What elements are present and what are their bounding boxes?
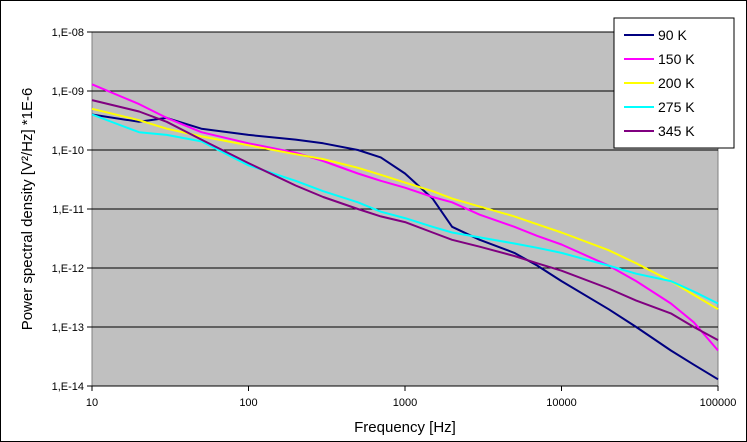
legend-label-2: 200 K: [658, 75, 695, 91]
x-tick-label-1: 100: [239, 397, 257, 409]
y-tick-label-6: 1,E-14: [52, 381, 84, 393]
x-axis-title: Frequency [Hz]: [354, 419, 456, 436]
y-axis-title: Power spectral density [V²/Hz] *1E-6: [19, 88, 36, 331]
series-line-150-k: [91, 83, 719, 352]
y-tick-label-3: 1,E-11: [52, 204, 84, 216]
series-line-345-k: [91, 99, 719, 341]
y-axis-ticks: 1,E-08 1,E-09 1,E-10 1,E-11 1,E-12 1,E-13 1,E-…: [52, 27, 92, 393]
series-line-275-k: [91, 113, 719, 305]
x-tick-label-4: 100000: [700, 397, 737, 409]
series-lines: [91, 83, 719, 381]
legend-label-4: 345 K: [658, 123, 695, 139]
x-axis-ticks: 10 100 1000 10000 100000: [86, 386, 736, 409]
series-line-90-k: [91, 113, 719, 381]
y-tick-label-4: 1,E-12: [52, 263, 84, 275]
series-line-200-k: [91, 107, 719, 311]
y-tick-label-0: 1,E-08: [52, 27, 84, 39]
y-tick-label-2: 1,E-10: [52, 145, 84, 157]
legend-label-3: 275 K: [658, 99, 695, 115]
y-tick-label-1: 1,E-09: [52, 86, 84, 98]
legend-label-0: 90 K: [658, 27, 687, 43]
x-tick-label-0: 10: [86, 397, 98, 409]
x-tick-label-3: 10000: [546, 397, 577, 409]
x-tick-label-2: 1000: [393, 397, 417, 409]
legend: 90 K 150 K 200 K 275 K 345 K: [613, 17, 735, 149]
y-tick-label-5: 1,E-13: [52, 322, 84, 334]
legend-label-1: 150 K: [658, 51, 695, 67]
